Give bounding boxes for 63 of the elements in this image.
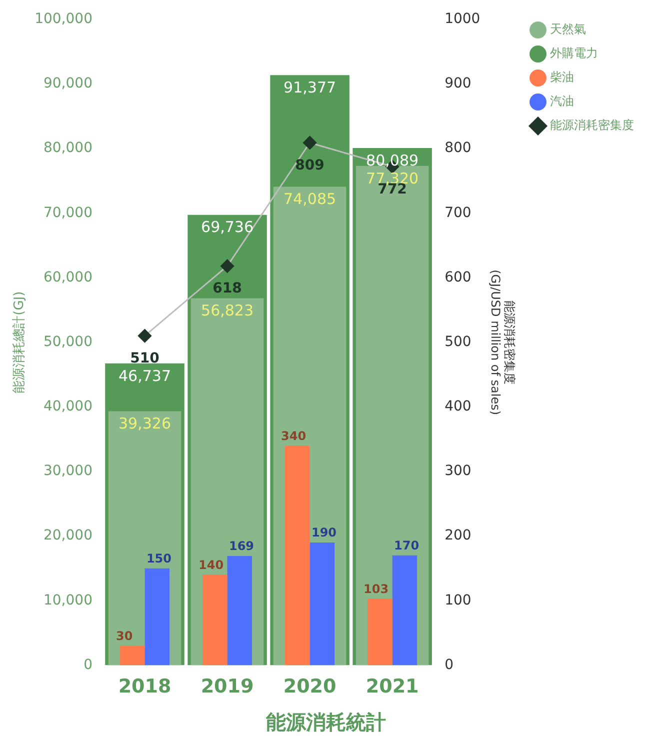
- y2-tick-label: 300: [444, 463, 472, 480]
- data-label: 103: [364, 582, 389, 596]
- y2-tick-label: 900: [444, 76, 472, 92]
- data-label: 39,326: [118, 414, 172, 433]
- y2-tick-label: 1000: [444, 11, 480, 28]
- bar: [392, 555, 418, 666]
- bar: [285, 446, 310, 666]
- data-label: 30: [116, 628, 133, 643]
- legend-label: 天然氣: [550, 22, 586, 36]
- y-tick-label: 40,000: [43, 398, 92, 415]
- bar: [310, 542, 335, 666]
- y-tick-label: 0: [84, 656, 92, 673]
- data-label: 74,085: [284, 190, 336, 208]
- y2-tick-label: 500: [444, 334, 472, 350]
- data-label: 340: [281, 428, 306, 443]
- legend-label: 柴油: [550, 70, 574, 84]
- data-label: 140: [198, 558, 224, 572]
- bar: [227, 556, 252, 666]
- legend-label: 能源消耗密集度: [550, 118, 634, 132]
- y-tick-label: 80,000: [43, 140, 92, 156]
- point: [220, 259, 234, 273]
- x-tick-label: 2018: [118, 676, 172, 698]
- data-label: 69,736: [201, 218, 254, 236]
- legend-label: 汽油: [550, 94, 574, 108]
- y-tick-label: 30,000: [43, 463, 92, 480]
- point: [303, 136, 317, 150]
- legend-label: 外購電力: [550, 46, 598, 60]
- y-tick-label: 90,000: [43, 76, 92, 92]
- y2-tick-label: 800: [444, 140, 472, 156]
- y-tick-label: 60,000: [43, 269, 92, 286]
- data-label: 150: [146, 551, 172, 566]
- data-label: 809: [295, 157, 324, 174]
- y2-tick-label: 700: [444, 204, 472, 221]
- data-label: 80,089: [366, 151, 419, 170]
- y-tick-label: 100,000: [34, 11, 92, 28]
- x-tick-label: 2020: [283, 676, 336, 698]
- bar: [368, 598, 392, 666]
- x-tick-label: 2021: [366, 676, 419, 698]
- point: [138, 329, 152, 343]
- y-tick-label: 70,000: [43, 204, 92, 221]
- y2-tick-label: 400: [444, 398, 472, 415]
- data-label: 169: [228, 539, 254, 554]
- y2-tick-label: 600: [444, 269, 472, 286]
- data-label: 46,737: [118, 366, 172, 385]
- data-label: 510: [130, 350, 160, 366]
- data-label: 618: [212, 280, 242, 297]
- y-axis-title: 能源消耗總計(GJ): [12, 291, 28, 394]
- text: 能源消耗統計: [266, 710, 386, 734]
- bar: [120, 646, 145, 666]
- bar: [202, 574, 228, 666]
- y2-tick-label: 100: [444, 592, 472, 608]
- y-tick-label: 50,000: [43, 334, 92, 350]
- data-label: 56,823: [201, 302, 254, 320]
- bar: [144, 568, 170, 666]
- data-label: 170: [394, 538, 420, 553]
- y-tick-label: 10,000: [43, 592, 92, 608]
- x-tick-label: 2019: [200, 676, 254, 698]
- y2-tick-label: 0: [444, 656, 454, 673]
- y2-axis-title: 能源消耗密集度 (GJ/USD million of sales): [488, 270, 517, 416]
- data-label: 91,377: [284, 78, 336, 96]
- y2-tick-label: 200: [444, 528, 472, 544]
- data-label: 190: [311, 526, 337, 540]
- y-tick-label: 20,000: [43, 528, 92, 544]
